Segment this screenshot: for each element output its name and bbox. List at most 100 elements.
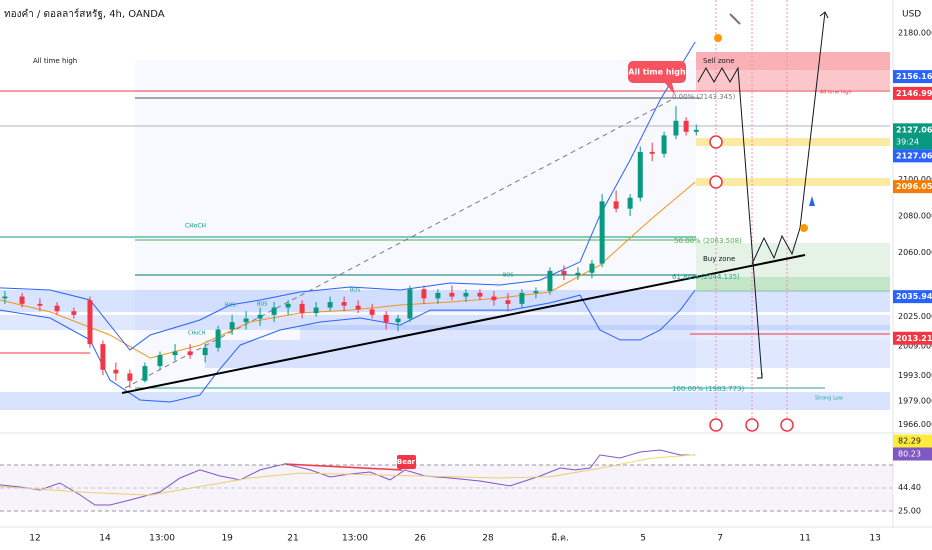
fire-icon — [800, 224, 808, 232]
buy-zone-bottom — [696, 277, 890, 292]
symbol-title: ทองคำ / ดอลลาร์สหรัฐ, 4h, OANDA — [4, 8, 165, 20]
candle-body — [369, 309, 375, 315]
annotation: 61.80% (2044.135) — [672, 273, 740, 281]
price-badge-label: 2013.213 — [896, 334, 932, 343]
annotation: BOS — [503, 273, 513, 279]
sell-zone — [696, 52, 890, 90]
candle-body — [172, 351, 178, 356]
candle-body — [187, 351, 193, 356]
x-tick-label: มี.ค. — [551, 533, 569, 544]
demand-zone — [0, 392, 890, 410]
annotation: BOS — [257, 302, 267, 308]
price-badge — [893, 331, 932, 345]
annotation: CHoCH — [185, 223, 206, 230]
candle-body — [421, 289, 427, 299]
rsi-badge — [893, 447, 932, 461]
projection-path — [697, 66, 763, 379]
level-band — [696, 178, 890, 186]
candle-body — [505, 300, 511, 304]
arrow-head — [757, 373, 763, 379]
candle-body — [395, 318, 401, 323]
x-tick-label: 14 — [99, 534, 111, 544]
demand-zone — [300, 325, 890, 340]
candle-body — [561, 270, 567, 275]
trendline — [121, 254, 806, 394]
candle-body — [547, 270, 553, 292]
event-icon — [745, 418, 759, 432]
alert-icon — [709, 175, 723, 189]
level-band — [696, 138, 890, 146]
x-tick-label: 13:00 — [149, 534, 175, 544]
rsi-badge-label: 80.23 — [898, 449, 921, 458]
y-tick-label: 2025.000 — [898, 312, 932, 321]
rsi-line — [0, 454, 696, 496]
divergence-line — [284, 463, 403, 471]
candle-body — [637, 151, 643, 198]
candle-body — [229, 322, 235, 330]
y-tick-label: 2080.000 — [898, 212, 932, 221]
y-tick-label: 2180.000 — [898, 28, 932, 37]
candle-body — [113, 369, 119, 374]
annotation: Buy zone — [703, 255, 735, 263]
rsi-badge — [893, 480, 932, 494]
candle-body — [435, 292, 441, 299]
sell-zone-top — [696, 52, 890, 70]
candle-body — [285, 303, 291, 308]
candle-body — [533, 291, 539, 293]
x-tick-label: 13 — [869, 534, 880, 544]
candle-body — [599, 201, 605, 264]
x-tick-label: 19 — [221, 534, 233, 544]
candle-body — [2, 296, 8, 299]
x-tick-label: 21 — [287, 534, 298, 544]
candle-body — [142, 366, 148, 381]
candle-body — [673, 120, 679, 136]
candle-body — [519, 292, 525, 304]
candle-body — [693, 129, 699, 132]
indicator-line — [0, 289, 696, 403]
event-icon — [780, 418, 794, 432]
annotation: All time high — [33, 57, 77, 65]
price-badge — [893, 149, 932, 163]
candle-body — [341, 302, 347, 306]
price-badge — [893, 70, 932, 84]
y-tick-label: 2060.000 — [898, 248, 932, 257]
rsi-badge-label: 82.29 — [898, 436, 921, 445]
candle-body — [313, 307, 319, 314]
candle-body — [661, 135, 667, 154]
rocket-icon — [809, 196, 815, 206]
price-badge — [893, 290, 932, 304]
price-badge — [893, 86, 932, 100]
annotation: Bear — [397, 458, 416, 466]
annotation: 100.00% (1983.773) — [672, 385, 745, 393]
candle-body — [299, 303, 305, 314]
candle-body — [575, 272, 581, 275]
x-tick-label: 11 — [799, 534, 810, 544]
y-tick-label: 2100.000 — [898, 175, 932, 184]
annotation: 0.00% (2143.345) — [672, 93, 736, 101]
candle-body — [589, 263, 595, 273]
candle-body — [383, 314, 389, 323]
annotation: All time high — [628, 68, 686, 77]
x-tick-label: 12 — [29, 534, 40, 544]
x-tick-label: 13:00 — [342, 534, 368, 544]
bear-tag — [397, 455, 416, 469]
annotation: BOS — [350, 288, 360, 294]
price-badge-label: 2156.161 — [896, 72, 932, 81]
x-tick-label: 28 — [482, 534, 494, 544]
candle-body — [449, 292, 455, 297]
candle-body — [54, 305, 60, 312]
arrow-head — [819, 11, 829, 19]
hammer-icon — [729, 13, 741, 25]
y-tick-label: 1966.000 — [898, 420, 932, 429]
x-tick-label: 26 — [414, 534, 426, 544]
annotation: Sell zone — [703, 57, 735, 65]
x-tick-label: 7 — [717, 534, 723, 544]
demand-zone — [0, 290, 890, 312]
price-badge-label: 2035.945 — [896, 292, 932, 301]
price-badge-label: 2096.053 — [896, 182, 932, 191]
candle-body — [683, 120, 689, 132]
x-tick-label: 5 — [640, 534, 646, 544]
candle-body — [463, 292, 469, 297]
candle-body — [71, 311, 77, 315]
